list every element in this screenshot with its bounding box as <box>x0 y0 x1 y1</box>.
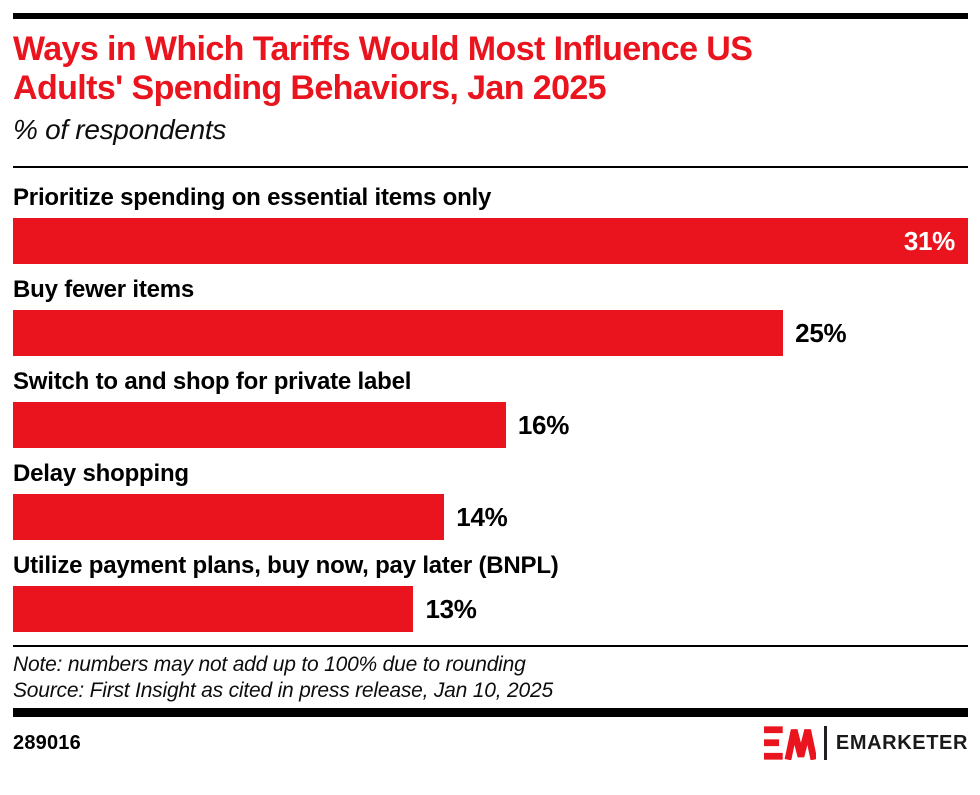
chart-row: Buy fewer items 25% <box>13 277 968 356</box>
notes-block: Note: numbers may not add up to 100% due… <box>13 652 968 704</box>
chart-id: 289016 <box>13 731 81 754</box>
chart-row: Prioritize spending on essential items o… <box>13 185 968 264</box>
value-label: 16% <box>517 409 570 440</box>
category-label: Switch to and shop for private label <box>13 368 412 395</box>
bar-track: 14% <box>13 494 968 540</box>
category-label: Prioritize spending on essential items o… <box>13 184 492 211</box>
bar-track: 13% <box>13 586 968 632</box>
bar-track: 16% <box>13 402 968 448</box>
bar <box>13 586 414 632</box>
header-divider <box>13 166 968 168</box>
bar-track: 25% <box>13 310 968 356</box>
value-label: 31% <box>903 225 955 256</box>
chart-row: Switch to and shop for private label 16% <box>13 369 968 448</box>
chart-subtitle: % of respondents <box>13 114 227 145</box>
value-label: 25% <box>795 317 847 348</box>
source-text: Source: First Insight as cited in press … <box>13 679 553 702</box>
value-label: 13% <box>425 593 477 624</box>
page-title: Ways in Which Tariffs Would Most Influen… <box>13 30 968 108</box>
note-text: Note: numbers may not add up to 100% due… <box>13 653 526 676</box>
bar <box>13 494 445 540</box>
note-divider <box>13 645 968 647</box>
footer: 289016 EMARKETER <box>13 724 968 762</box>
chart-row: Delay shopping 14% <box>13 461 968 540</box>
title-line-1: Ways in Which Tariffs Would Most Influen… <box>13 30 753 68</box>
title-line-2: Adults' Spending Behaviors, Jan 2025 <box>13 69 607 107</box>
category-label: Utilize payment plans, buy now, pay late… <box>13 552 559 579</box>
logo-divider <box>823 726 827 760</box>
bar <box>13 402 506 448</box>
bar-track: 31% <box>13 218 968 264</box>
emarketer-logo: EMARKETER <box>763 726 968 760</box>
em-monogram-icon <box>763 726 816 760</box>
top-rule <box>13 13 968 19</box>
value-label: 14% <box>456 501 508 532</box>
chart-row: Utilize payment plans, buy now, pay late… <box>13 553 968 632</box>
category-label: Buy fewer items <box>13 276 195 303</box>
chart-page: Ways in Which Tariffs Would Most Influen… <box>0 13 980 795</box>
bar: 31% <box>13 218 968 264</box>
category-label: Delay shopping <box>13 460 189 487</box>
bottom-rule <box>13 708 968 717</box>
brand-name: EMARKETER <box>835 731 968 754</box>
bar <box>13 310 784 356</box>
bar-chart: Prioritize spending on essential items o… <box>13 185 968 632</box>
